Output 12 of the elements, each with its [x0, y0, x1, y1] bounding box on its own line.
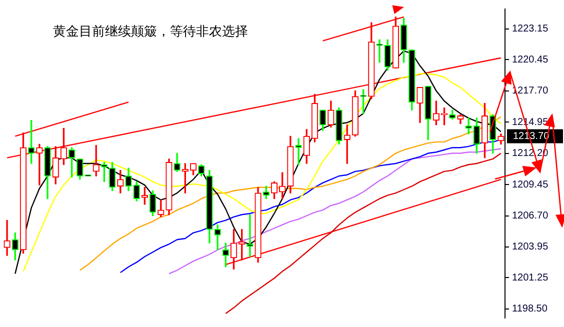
- y-tick-label: 1223.15: [512, 24, 549, 35]
- candlestick: [465, 118, 472, 134]
- text: 黄金目前继续颠簸，等待非农选择: [53, 24, 248, 40]
- y-tick-label: 1203.95: [512, 242, 549, 253]
- y-tick-label: 1209.45: [512, 179, 549, 190]
- candlestick: [4, 220, 10, 256]
- y-tick-label: 1201.25: [512, 272, 549, 284]
- y-tick-label: 1220.45: [512, 54, 549, 66]
- candlestick: [295, 138, 302, 165]
- y-tick-label: 1198.50: [512, 304, 548, 315]
- y-tick-label: 1206.70: [512, 210, 549, 222]
- candlestick: [246, 214, 254, 257]
